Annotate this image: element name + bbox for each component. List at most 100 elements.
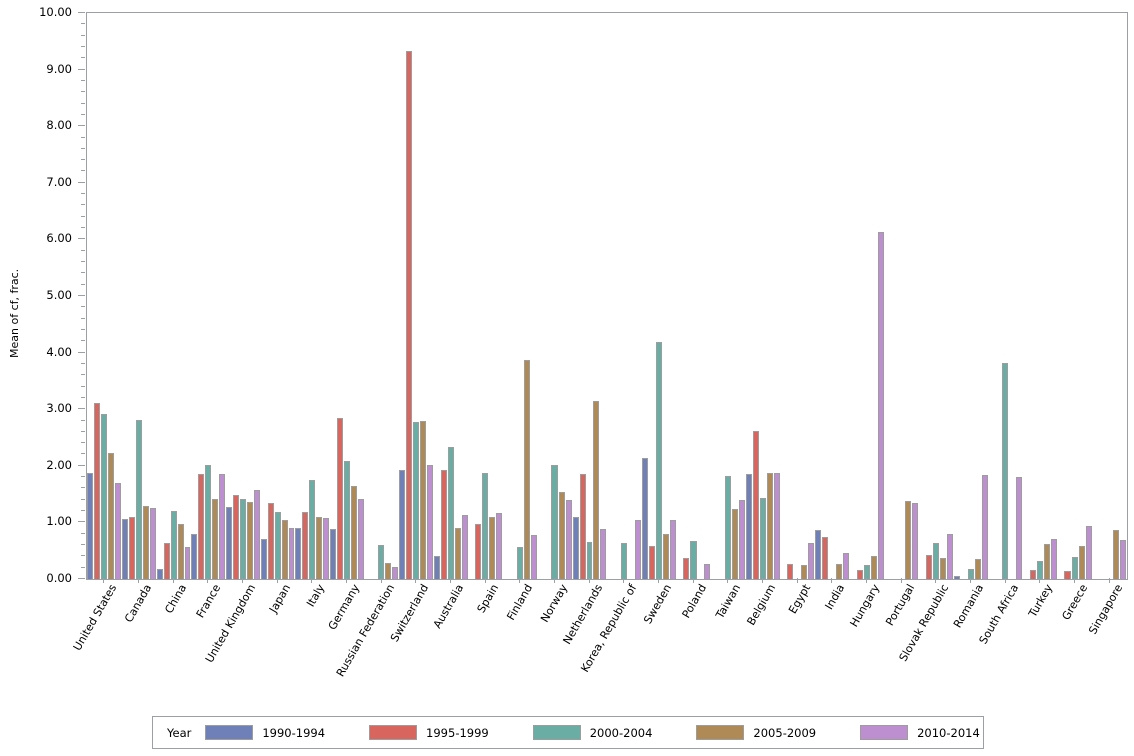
bar[interactable] [454,528,461,579]
bar[interactable] [316,516,323,579]
legend-item[interactable]: 2000-2004 [532,725,691,740]
bar[interactable] [690,540,697,579]
bar[interactable] [274,512,281,579]
bar[interactable] [115,482,122,579]
bar[interactable] [877,232,884,579]
bar[interactable] [586,541,593,579]
bar[interactable] [385,562,392,579]
bar[interactable] [129,516,136,579]
bar[interactable] [295,528,302,579]
bar[interactable] [516,547,523,579]
bar[interactable] [904,500,912,579]
bar[interactable] [136,419,142,579]
bar[interactable] [1071,556,1078,579]
legend-item[interactable]: 1990-1994 [205,725,363,740]
bar[interactable] [1050,539,1057,579]
bar[interactable] [822,537,829,579]
bar[interactable] [142,506,149,579]
bar[interactable] [946,533,953,579]
bar[interactable] [974,559,981,579]
bar[interactable] [752,431,759,579]
bar[interactable] [530,535,538,579]
bar[interactable] [738,499,745,579]
bar[interactable] [309,479,316,579]
bar[interactable] [226,507,233,579]
bar[interactable] [239,499,246,579]
bar[interactable] [766,473,773,579]
bar[interactable] [683,557,690,579]
bar[interactable] [815,529,822,579]
bar[interactable] [759,497,766,579]
bar[interactable] [1078,546,1085,579]
bar[interactable] [489,517,496,579]
bar[interactable] [1029,569,1036,579]
bar[interactable] [558,492,565,579]
bar[interactable] [191,534,198,579]
bar[interactable] [600,528,607,579]
bar[interactable] [440,470,447,579]
bar[interactable] [413,422,420,579]
bar[interactable] [870,555,877,579]
bar[interactable] [551,464,558,579]
bar[interactable] [662,534,669,579]
bar[interactable] [163,542,170,579]
bar[interactable] [620,542,628,579]
bar[interactable] [856,569,863,579]
bar[interactable] [267,503,274,579]
bar[interactable] [330,528,337,579]
bar[interactable] [835,564,842,579]
bar[interactable] [953,576,960,579]
bar[interactable] [399,470,406,579]
bar[interactable] [323,518,330,579]
bar[interactable] [302,511,309,579]
bar[interactable] [357,498,364,579]
bar[interactable] [392,566,399,579]
bar[interactable] [808,543,815,579]
bar[interactable] [288,527,295,579]
bar[interactable] [447,447,454,579]
bar[interactable] [967,568,974,579]
bar[interactable] [475,523,482,579]
bar[interactable] [981,474,988,579]
bar[interactable] [1064,571,1071,579]
bar[interactable] [704,564,711,579]
bar[interactable] [184,546,191,579]
bar[interactable] [461,515,468,579]
bar[interactable] [149,507,156,579]
bar[interactable] [641,457,648,579]
bar[interactable] [842,552,849,579]
bar[interactable] [108,453,115,579]
bar[interactable] [925,555,932,579]
bar[interactable] [932,543,939,579]
bar[interactable] [233,494,239,579]
bar[interactable] [1043,543,1050,579]
bar[interactable] [212,499,219,579]
bar[interactable] [939,558,946,579]
bar[interactable] [731,508,738,579]
bar[interactable] [724,476,731,579]
bar[interactable] [205,464,212,579]
bar[interactable] [198,474,205,579]
bar[interactable] [94,402,101,579]
bar[interactable] [745,473,752,579]
bar[interactable] [669,520,676,579]
bar[interactable] [863,564,870,579]
bar[interactable] [350,486,357,579]
bar[interactable] [523,359,530,579]
bar[interactable] [634,520,642,579]
bar[interactable] [787,563,794,579]
bar[interactable] [482,473,489,579]
bar[interactable] [337,418,343,579]
bar[interactable] [434,555,440,579]
bar[interactable] [1085,526,1092,579]
bar[interactable] [260,539,267,579]
bar[interactable] [177,523,184,579]
bar[interactable] [156,568,163,579]
bar[interactable] [406,50,413,579]
bar[interactable] [773,473,780,579]
bar[interactable] [101,414,108,579]
bar[interactable] [1120,539,1127,579]
bar[interactable] [219,474,226,579]
bar[interactable] [343,460,350,579]
bar[interactable] [579,474,586,579]
